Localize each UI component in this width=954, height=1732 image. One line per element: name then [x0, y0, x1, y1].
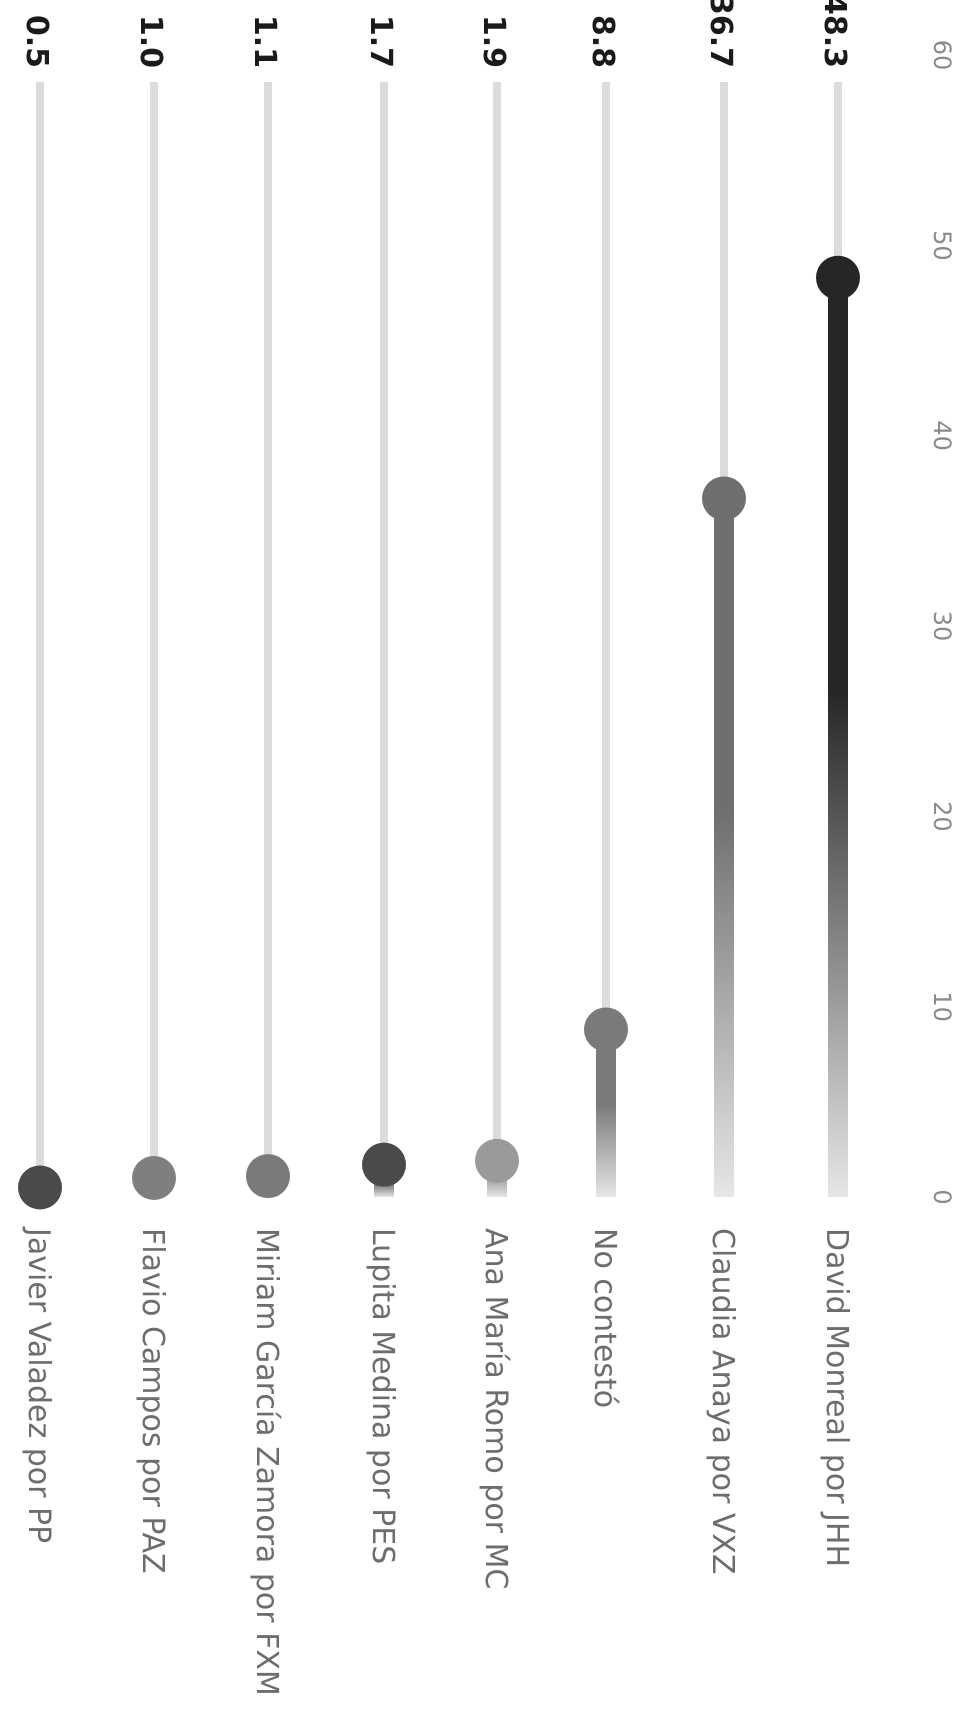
bar-marker [584, 1007, 628, 1052]
axis-tick-label: 10 [928, 991, 954, 1022]
axis-tick-label: 20 [928, 801, 954, 832]
axis-tick-label: 30 [928, 611, 954, 642]
bar [828, 277, 848, 1197]
value-label: 8.8 [585, 15, 620, 68]
bar-marker [132, 1155, 176, 1200]
axis-tick-label: 40 [928, 420, 954, 451]
category-label: Javier Valadez por PP [21, 1226, 56, 1543]
category-label: Ana María Romo por MC [478, 1228, 513, 1589]
axis-tick-label: 60 [928, 40, 954, 71]
category-label: Miriam García Zamora por FXM [249, 1228, 284, 1696]
category-label: Lupita Medina por PES [365, 1228, 400, 1564]
value-label: 48.3 [817, 0, 852, 68]
category-label: David Monreal por JHH [819, 1228, 854, 1567]
bar [714, 498, 734, 1197]
bar-marker [702, 476, 746, 521]
value-label: 1.0 [133, 15, 168, 68]
bar-marker [246, 1154, 290, 1199]
bar-marker [362, 1142, 406, 1187]
bar-marker [816, 255, 860, 300]
value-label: 1.7 [363, 15, 398, 68]
bar-marker [475, 1138, 519, 1183]
category-label: Flavio Campos por PAZ [135, 1228, 170, 1574]
category-labels: Javier Valadez por PP Flavio Campos por P… [21, 1226, 854, 1696]
category-label: No contestó [587, 1228, 622, 1408]
axis-tick-labels: 0 10 20 30 40 50 60 [928, 40, 954, 1205]
bar [596, 1029, 616, 1197]
bar-marker [18, 1165, 62, 1210]
category-label: Claudia Anaya por VXZ [705, 1228, 740, 1574]
value-labels: 0.5 1.0 1.1 1.7 1.9 8.8 36.7 48.3 [19, 0, 852, 68]
value-label: 36.7 [703, 0, 738, 68]
axis-tick-label: 0 [928, 1189, 954, 1204]
axis-tick-label: 50 [928, 230, 954, 261]
value-label: 1.1 [247, 15, 282, 68]
bar-markers [18, 255, 860, 1210]
value-label: 0.5 [19, 15, 54, 68]
value-label: 1.9 [476, 15, 511, 68]
